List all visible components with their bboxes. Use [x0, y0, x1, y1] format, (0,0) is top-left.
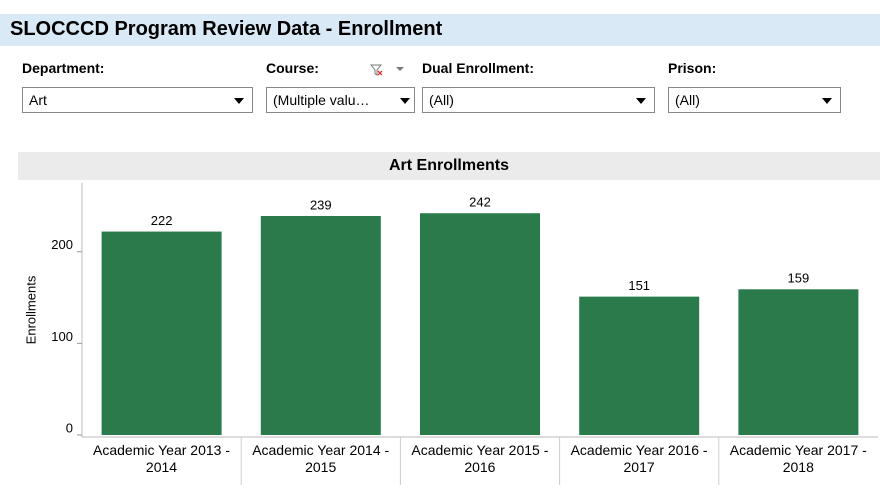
bar — [101, 231, 222, 435]
filter-label: Dual Enrollment: — [422, 60, 535, 76]
dropdown[interactable]: (Multiple valu… — [266, 87, 415, 113]
bar — [579, 296, 700, 435]
header: SLOCCCD Program Review Data - Enrollment — [0, 14, 880, 46]
filter-icons[interactable] — [370, 63, 410, 77]
page-title: SLOCCCD Program Review Data - Enrollment — [10, 18, 443, 40]
filter-label: Department: — [22, 60, 105, 76]
chart-title: Art Enrollments — [18, 152, 880, 180]
bar — [260, 215, 381, 435]
bar — [420, 213, 540, 435]
x-tick-label: Academic Year 2017 - 2018 — [729, 442, 867, 475]
dropdown-value: Art — [29, 92, 47, 108]
arrow — [234, 98, 244, 104]
dropdown-value: (All) — [429, 92, 454, 108]
value-label: 242 — [469, 195, 491, 210]
dropdown[interactable]: (All) — [668, 87, 841, 113]
dropdown[interactable]: Art — [22, 87, 253, 113]
value-label: 239 — [310, 197, 332, 212]
dropdown-value: (Multiple valu… — [273, 92, 370, 108]
bar — [738, 289, 859, 435]
filter-label: Prison: — [668, 60, 717, 76]
value-label: 222 — [151, 213, 173, 228]
x-tick-label: Academic Year 2013 - 2014 — [93, 442, 230, 475]
x-tick-label: Academic Year 2015 - 2016 — [411, 442, 549, 475]
y-tick-label: 200 — [51, 237, 73, 252]
dropdown-value: (All) — [675, 92, 700, 108]
y-axis-label: Enrollments — [23, 275, 38, 344]
filter-label: Course: — [266, 60, 319, 76]
y-tick-label: 0 — [66, 420, 73, 435]
x-tick-label: Academic Year 2016 - 2017 — [570, 442, 708, 475]
arrow — [636, 98, 646, 104]
y-tick-label: 100 — [51, 329, 73, 344]
arrow — [400, 98, 410, 104]
x-tick-label: Academic Year 2014 - 2015 — [252, 442, 390, 475]
arrow — [822, 98, 832, 104]
value-label: 151 — [628, 278, 650, 293]
value-label: 159 — [788, 271, 810, 286]
dropdown[interactable]: (All) — [422, 87, 655, 113]
